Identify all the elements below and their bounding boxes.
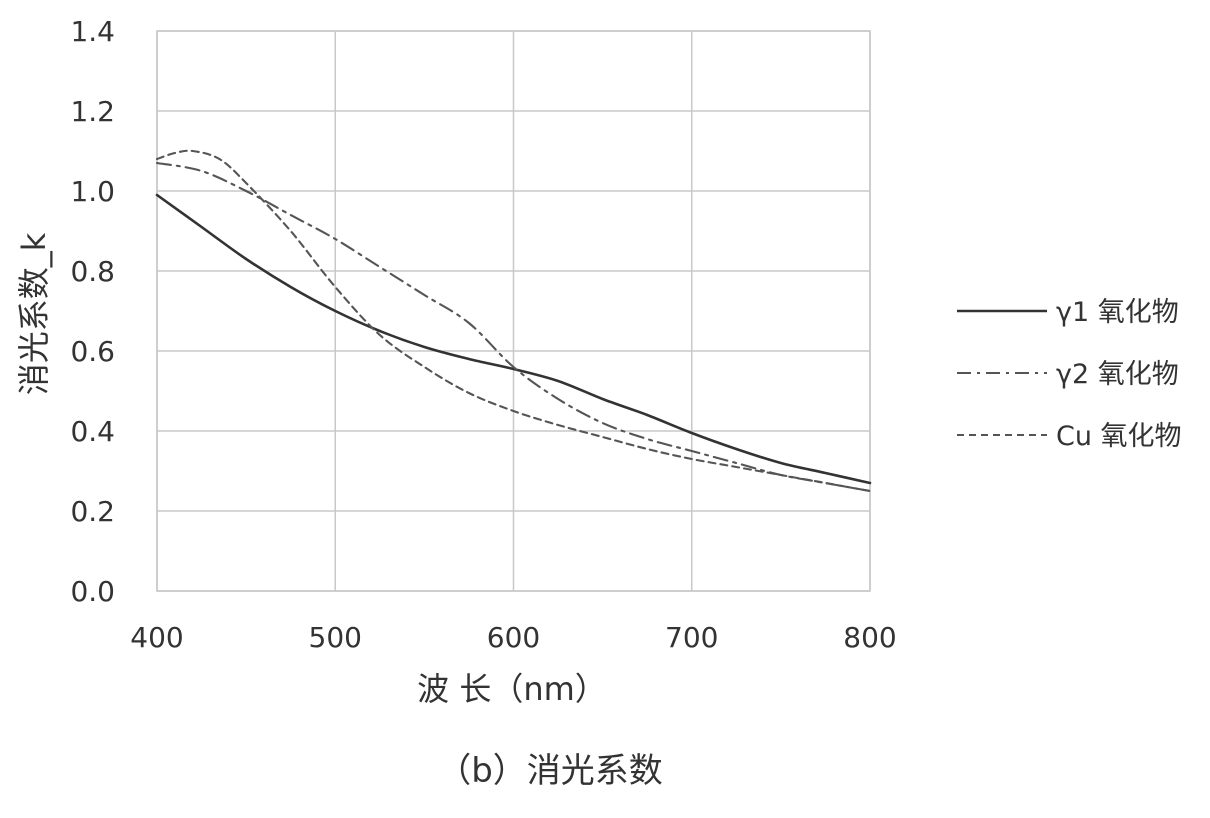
- y-tick-label: 1.0: [70, 175, 115, 208]
- x-axis: 400 500 600 700 800: [130, 621, 896, 654]
- y-tick-label: 0.2: [70, 495, 115, 528]
- series-3-line: [155, 149, 872, 493]
- x-tick-label: 800: [843, 621, 896, 654]
- legend-label-series-1: γ1 氧化物: [1056, 297, 1179, 328]
- x-tick-label: 700: [665, 621, 718, 654]
- series-1-line: [155, 193, 872, 485]
- series-lines: [155, 149, 872, 493]
- x-axis-title: 波 长（nm）: [417, 670, 607, 708]
- legend-label-series-3: Cu 氧化物: [1056, 421, 1182, 452]
- legend-label-series-2: γ2 氧化物: [1056, 359, 1179, 390]
- y-axis: 0.0 0.2 0.4 0.6 0.8 1.0 1.2 1.4: [70, 15, 115, 608]
- figure-caption: （b）消光系数: [437, 751, 663, 791]
- y-tick-label: 0.0: [70, 575, 115, 608]
- grid: [156, 30, 871, 592]
- y-tick-label: 0.6: [70, 335, 115, 368]
- x-tick-label: 500: [309, 621, 362, 654]
- y-tick-label: 1.2: [70, 95, 115, 128]
- y-tick-label: 0.8: [70, 255, 115, 288]
- series-2-line: [155, 161, 872, 493]
- x-tick-label: 400: [130, 621, 183, 654]
- legend: γ1 氧化物 γ2 氧化物 Cu 氧化物: [957, 297, 1182, 452]
- y-tick-label: 0.4: [70, 415, 115, 448]
- y-axis-title: 消光系数_k: [15, 232, 53, 395]
- x-tick-label: 600: [487, 621, 540, 654]
- y-tick-label: 1.4: [70, 15, 115, 48]
